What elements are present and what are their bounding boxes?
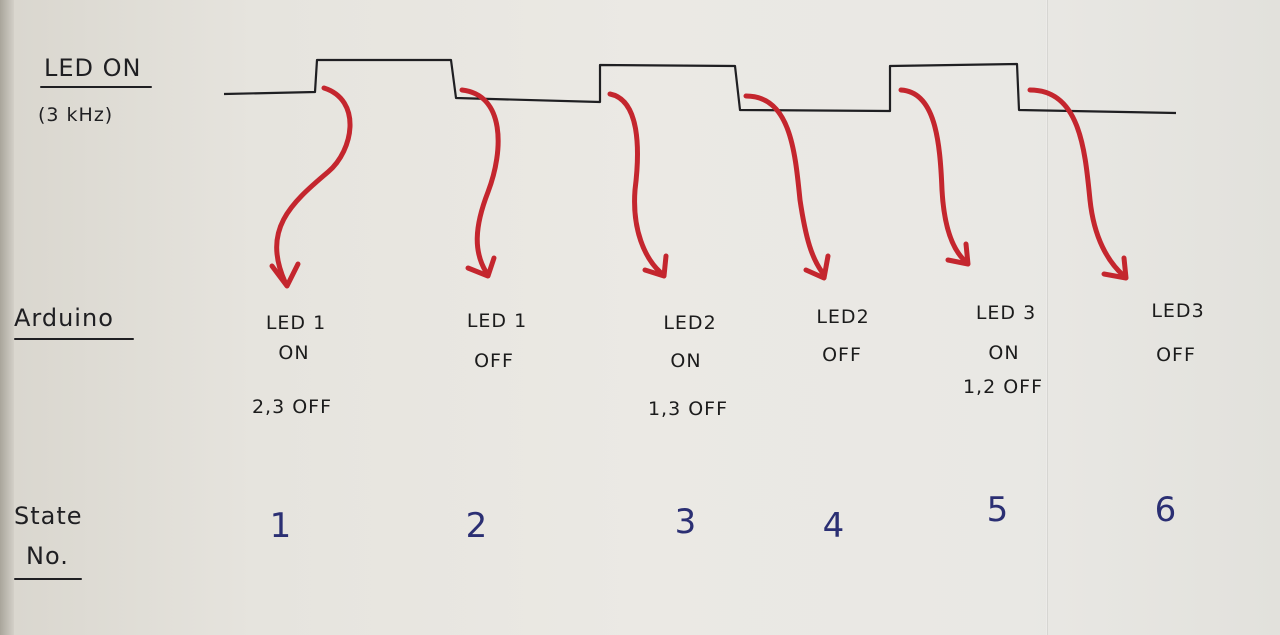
event-6-state: OFF (1156, 344, 1196, 366)
event-5-led: LED 3 (975, 302, 1037, 324)
event-2-state: OFF (474, 350, 514, 372)
event-1-others: 2,3 OFF (251, 396, 333, 418)
arrow-6 (1027, 87, 1127, 279)
state-number-1: 1 (269, 506, 293, 546)
arrow-4-head (803, 253, 831, 281)
frequency-label: (3 kHz) (38, 104, 114, 126)
arrow-5 (898, 87, 967, 263)
state-number-5: 5 (986, 490, 1010, 530)
arrow-2 (459, 87, 501, 275)
event-3-others: 1,3 OFF (647, 398, 729, 420)
event-4-led: LED2 (816, 306, 870, 328)
arrow-3 (607, 91, 663, 275)
paper-edge (0, 0, 14, 635)
state-number-3: 3 (674, 502, 698, 542)
state-number-6: 6 (1154, 490, 1178, 530)
event-2-led: LED 1 (466, 310, 528, 332)
arrow-4 (743, 93, 825, 275)
state-number-2: 2 (465, 506, 489, 546)
event-1-state: ON (278, 342, 310, 364)
state-row-label: State (14, 502, 83, 530)
arrow-1 (274, 85, 353, 285)
arrow-6-head (1101, 255, 1129, 281)
arrow-3-head (642, 253, 669, 279)
state-row-underline (14, 578, 82, 580)
arrow-5-head (945, 241, 971, 267)
arduino-row-underline (14, 338, 134, 340)
arrow-1-head (269, 261, 301, 289)
event-6-led: LED3 (1151, 300, 1205, 322)
arduino-row-label: Arduino (14, 304, 114, 332)
waveform-label-underline (40, 86, 152, 88)
paper-fold (1046, 0, 1048, 635)
event-3-led: LED2 (663, 312, 717, 334)
event-5-others: 1,2 OFF (962, 376, 1044, 398)
square-wave (223, 58, 1177, 115)
arrow-2-head (465, 255, 497, 279)
event-5-state: ON (988, 342, 1020, 364)
state-number-4: 4 (822, 506, 846, 546)
state-row-label-no: No. (26, 542, 69, 570)
event-4-state: OFF (822, 344, 862, 366)
event-3-state: ON (670, 350, 702, 372)
waveform-label: LED ON (44, 54, 142, 82)
event-1-led: LED 1 (265, 312, 327, 334)
